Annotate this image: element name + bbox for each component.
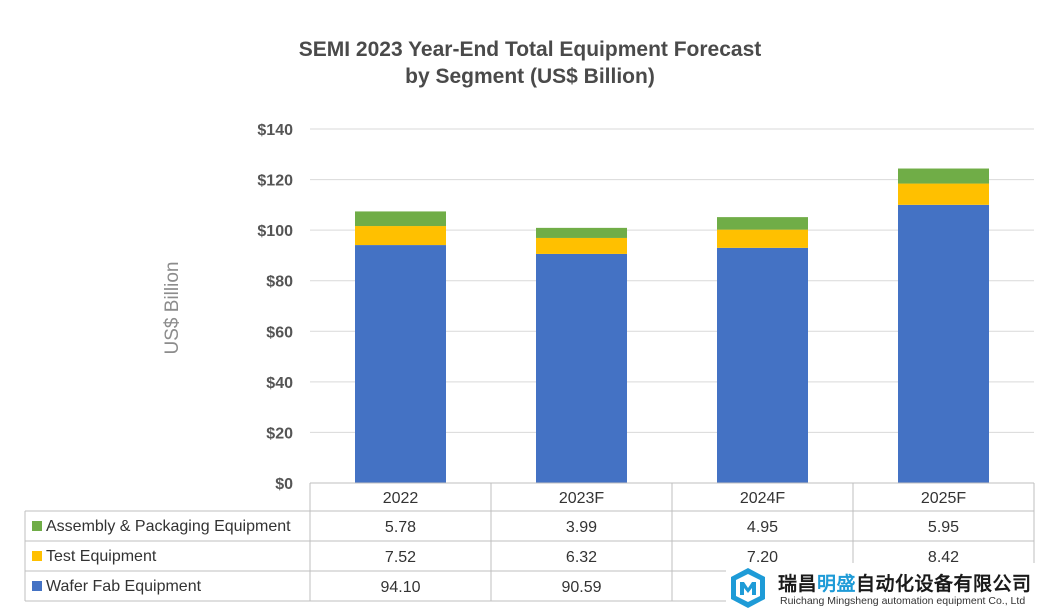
y-tick-label: $80 xyxy=(266,274,293,291)
company-name-en: Ruichang Mingsheng automation equipment … xyxy=(780,595,1026,607)
table-cell-value: 5.78 xyxy=(385,519,416,536)
y-tick-label: $0 xyxy=(275,476,293,493)
company-name-cn-highlight: 明盛 xyxy=(817,573,857,595)
table-cell-value: 94.10 xyxy=(380,579,420,596)
bar-segment xyxy=(898,168,989,184)
table-cell-value: 3.99 xyxy=(566,519,597,536)
bar-segment xyxy=(355,211,446,227)
legend-swatch xyxy=(32,581,42,591)
y-tick-label: $60 xyxy=(266,324,293,341)
x-tick-label: 2024F xyxy=(740,490,786,507)
y-tick-label: $100 xyxy=(257,223,293,240)
bar-segment xyxy=(355,226,446,246)
bar-segment xyxy=(898,183,989,205)
chart-title: SEMI 2023 Year-End Total Equipment Forec… xyxy=(230,36,830,90)
table-cell-value: 6.32 xyxy=(566,549,597,566)
company-watermark-logo: 瑞昌明盛自动化设备有限公司 Ruichang Mingsheng automat… xyxy=(726,563,1056,613)
bar-segment xyxy=(717,217,808,230)
bar-segment xyxy=(717,229,808,248)
x-tick-label: 2025F xyxy=(921,490,967,507)
y-tick-label: $20 xyxy=(266,425,293,442)
bar-segment xyxy=(898,204,989,483)
y-tick-label: $40 xyxy=(266,375,293,392)
bar-segment xyxy=(536,253,627,483)
company-name-cn: 瑞昌明盛自动化设备有限公司 xyxy=(778,569,1032,596)
y-tick-label: $140 xyxy=(257,122,293,139)
legend-swatch xyxy=(32,551,42,561)
chart-title-line-1: SEMI 2023 Year-End Total Equipment Forec… xyxy=(298,38,762,61)
chart-title-line-2: by Segment (US$ Billion) xyxy=(405,65,655,88)
bar-segment xyxy=(355,245,446,483)
x-tick-label: 2022 xyxy=(383,490,419,507)
table-cell-value: 7.52 xyxy=(385,549,416,566)
legend-label: Assembly & Packaging Equipment xyxy=(46,518,291,535)
company-name-cn-part-2: 自动化设备有限公司 xyxy=(856,573,1032,595)
x-tick-label: 2023F xyxy=(559,490,605,507)
bar-segment xyxy=(536,227,627,238)
logo-icon xyxy=(731,568,765,608)
bar-segment xyxy=(536,237,627,254)
y-tick-label: $120 xyxy=(257,173,293,190)
company-name-cn-part-1: 瑞昌 xyxy=(778,573,818,595)
bar-segment xyxy=(717,247,808,483)
table-cell-value: 8.42 xyxy=(928,549,959,566)
table-cell-value: 90.59 xyxy=(561,579,601,596)
legend-label: Wafer Fab Equipment xyxy=(46,578,202,595)
legend-swatch xyxy=(32,521,42,531)
table-cell-value: 7.20 xyxy=(747,549,778,566)
table-cell-value: 5.95 xyxy=(928,519,959,536)
legend-label: Test Equipment xyxy=(46,548,157,565)
table-cell-value: 4.95 xyxy=(747,519,778,536)
